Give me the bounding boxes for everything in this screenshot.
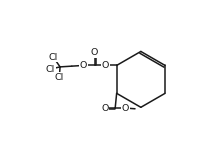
Text: O: O <box>122 103 129 113</box>
Text: Cl: Cl <box>49 53 58 62</box>
Text: O: O <box>102 61 109 70</box>
Text: O: O <box>91 48 98 57</box>
Text: Cl: Cl <box>55 73 64 82</box>
Text: O: O <box>101 103 108 113</box>
Text: O: O <box>80 61 87 70</box>
Text: Cl: Cl <box>46 65 55 74</box>
